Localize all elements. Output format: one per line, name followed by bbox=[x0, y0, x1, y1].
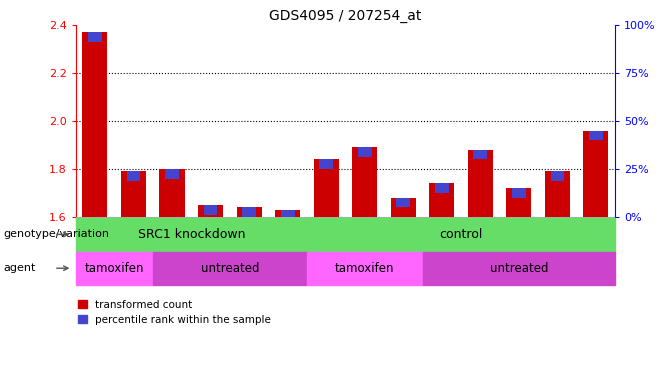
Text: genotype/variation: genotype/variation bbox=[3, 229, 109, 240]
Text: tamoxifen: tamoxifen bbox=[84, 262, 144, 275]
Bar bbox=[319, 159, 333, 169]
Text: untreated: untreated bbox=[201, 262, 259, 275]
Bar bbox=[275, 210, 300, 217]
Bar bbox=[165, 169, 179, 179]
Text: untreated: untreated bbox=[490, 262, 548, 275]
Bar bbox=[396, 198, 410, 207]
Bar bbox=[512, 188, 526, 198]
Bar bbox=[237, 207, 262, 217]
Bar bbox=[551, 171, 565, 181]
Bar bbox=[198, 205, 223, 217]
Bar bbox=[88, 32, 102, 42]
Bar bbox=[358, 147, 372, 157]
Bar bbox=[242, 207, 256, 217]
Text: agent: agent bbox=[3, 263, 36, 273]
Bar bbox=[352, 147, 377, 217]
Bar bbox=[121, 171, 146, 217]
Bar bbox=[474, 150, 487, 159]
Text: tamoxifen: tamoxifen bbox=[335, 262, 394, 275]
Bar bbox=[82, 32, 107, 217]
Bar bbox=[126, 171, 140, 181]
Text: SRC1 knockdown: SRC1 knockdown bbox=[138, 228, 245, 241]
Bar bbox=[507, 188, 532, 217]
Bar bbox=[584, 131, 609, 217]
Bar bbox=[281, 210, 295, 219]
Bar bbox=[159, 169, 184, 217]
Bar bbox=[589, 131, 603, 140]
Text: control: control bbox=[440, 228, 483, 241]
Bar bbox=[435, 184, 449, 193]
Bar bbox=[429, 184, 454, 217]
Title: GDS4095 / 207254_at: GDS4095 / 207254_at bbox=[269, 8, 422, 23]
Bar bbox=[204, 205, 217, 215]
Bar bbox=[468, 150, 493, 217]
Legend: transformed count, percentile rank within the sample: transformed count, percentile rank withi… bbox=[74, 296, 275, 329]
Bar bbox=[391, 198, 416, 217]
Bar bbox=[545, 171, 570, 217]
Bar bbox=[314, 159, 339, 217]
